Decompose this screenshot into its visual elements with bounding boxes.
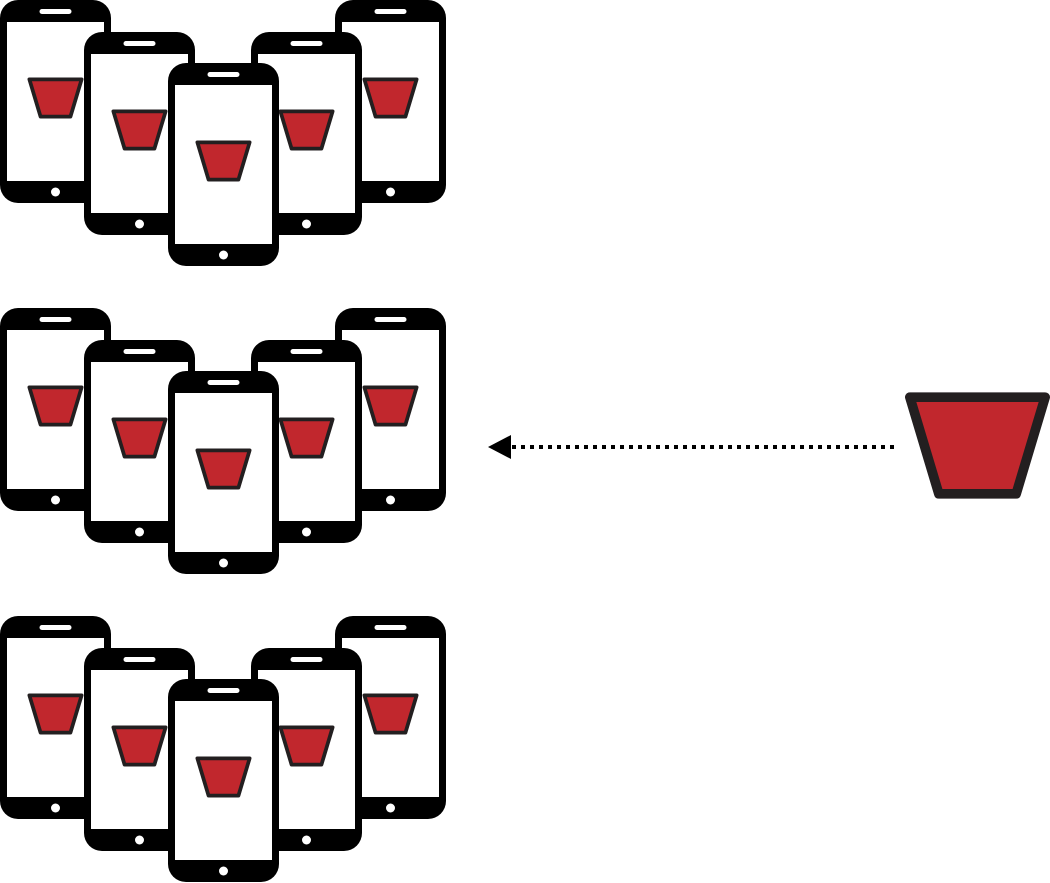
bucket-icon (111, 725, 168, 767)
bucket-icon (278, 109, 335, 151)
arrow-head-icon (488, 435, 511, 459)
device-group-3 (0, 616, 446, 882)
sync-arrow (488, 435, 894, 459)
bucket-icon (27, 693, 84, 735)
device-groups (0, 0, 446, 882)
bucket-icon (27, 385, 84, 427)
bucket-icon (195, 756, 252, 798)
bucket-icon (111, 417, 168, 459)
bucket-icon (195, 140, 252, 182)
smartphone-icon (168, 371, 279, 574)
bucket-icon (278, 417, 335, 459)
bucket-icon (362, 385, 419, 427)
bucket-icon (27, 77, 84, 119)
smartphone-icon (168, 679, 279, 882)
bucket-icon (111, 109, 168, 151)
bucket-icon (362, 77, 419, 119)
bucket-icon (195, 448, 252, 490)
device-group-1 (0, 0, 446, 266)
source-bucket-icon (910, 397, 1045, 494)
bucket-icon (278, 725, 335, 767)
device-group-2 (0, 308, 446, 574)
bucket-icon (362, 693, 419, 735)
smartphone-icon (168, 63, 279, 266)
